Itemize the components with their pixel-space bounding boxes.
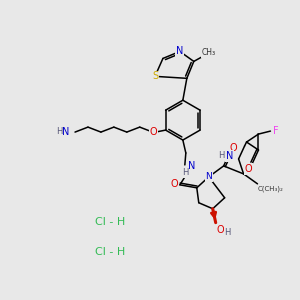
Text: N: N bbox=[226, 151, 233, 161]
Text: N: N bbox=[188, 161, 196, 171]
Text: O: O bbox=[150, 127, 158, 137]
Text: N: N bbox=[206, 172, 212, 182]
Text: H: H bbox=[218, 152, 225, 160]
Text: Cl - H: Cl - H bbox=[95, 217, 125, 227]
Text: O: O bbox=[217, 225, 224, 235]
Text: N: N bbox=[62, 127, 70, 137]
Text: O: O bbox=[230, 143, 237, 153]
Text: H: H bbox=[182, 168, 188, 177]
Text: H: H bbox=[56, 127, 62, 136]
Text: H: H bbox=[224, 228, 231, 237]
Text: F: F bbox=[273, 126, 278, 136]
Text: C(CH₃)₂: C(CH₃)₂ bbox=[257, 186, 283, 192]
Text: S: S bbox=[152, 71, 158, 81]
Text: N: N bbox=[176, 46, 184, 56]
Text: CH₃: CH₃ bbox=[202, 48, 216, 57]
Text: Cl - H: Cl - H bbox=[95, 247, 125, 256]
Text: O: O bbox=[245, 164, 252, 174]
Text: O: O bbox=[170, 179, 178, 189]
